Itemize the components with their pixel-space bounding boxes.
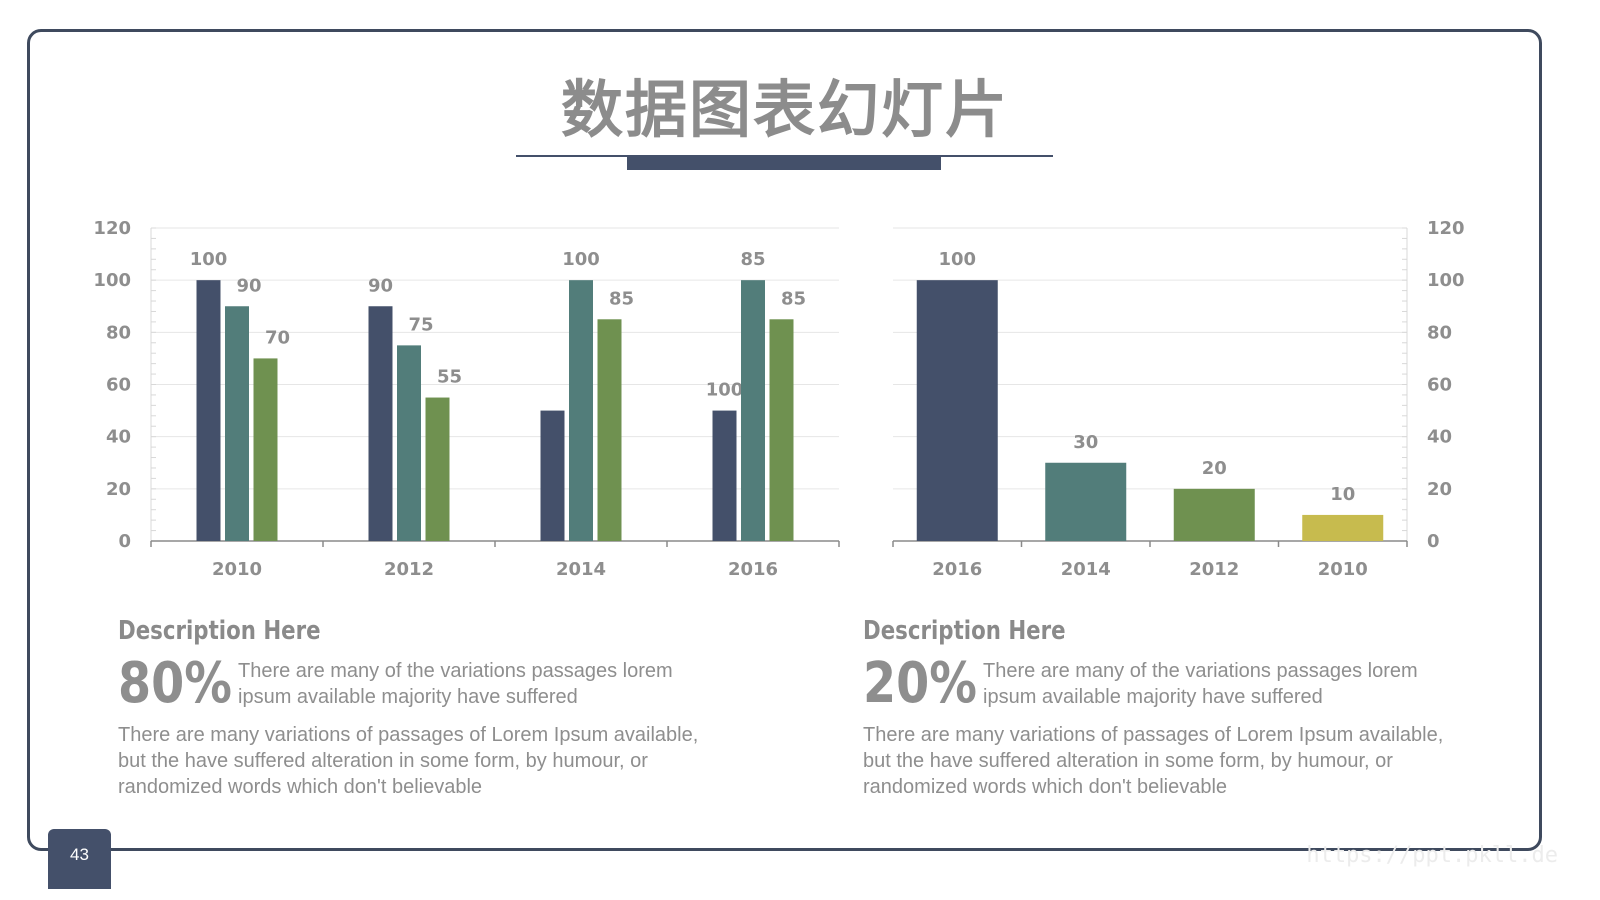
bar xyxy=(1302,514,1384,541)
x-tick-label: 2012 xyxy=(384,559,434,580)
percent-stat: 80% xyxy=(118,651,232,716)
x-tick-label: 2014 xyxy=(1061,559,1111,580)
data-label: 85 xyxy=(740,249,765,270)
y-tick-label: 40 xyxy=(106,427,131,448)
data-label: 10 xyxy=(1330,484,1355,505)
page-number: 43 xyxy=(48,829,111,889)
description-heading: Description Here xyxy=(118,616,321,646)
y-tick-label: 80 xyxy=(106,322,131,343)
grouped-bar-chart: 0 20 40 60 80 100 120 2010 100 90 70 2012 90 75 55 2014… xyxy=(93,218,840,580)
data-label: 100 xyxy=(562,249,600,270)
data-label: 70 xyxy=(265,327,290,348)
bar xyxy=(225,306,249,541)
percent-stat: 20% xyxy=(863,651,977,716)
y-tick-label: 20 xyxy=(106,479,131,500)
slide-frame xyxy=(27,29,1542,851)
bar xyxy=(769,319,794,541)
bar xyxy=(540,410,565,541)
bar xyxy=(741,280,765,541)
data-label: 20 xyxy=(1202,458,1227,479)
watermark-text: https://ppt.pkll.de xyxy=(1306,843,1558,868)
data-label: 90 xyxy=(236,275,261,296)
data-label: 85 xyxy=(609,288,634,309)
x-tick-label: 2010 xyxy=(1318,559,1368,580)
y-tick-label: 20 xyxy=(1427,479,1452,500)
y-tick-label: 100 xyxy=(93,270,131,291)
x-tick-label: 2010 xyxy=(212,559,262,580)
description-heading: Description Here xyxy=(863,616,1066,646)
stat-caption: There are many of the variations passage… xyxy=(983,660,1418,708)
description-body: There are many variations of passages of… xyxy=(863,724,1444,798)
bar xyxy=(1173,488,1255,541)
slide-title: 数据图表幻灯片 xyxy=(560,73,1009,146)
y-tick-label: 60 xyxy=(106,375,131,396)
data-label: 85 xyxy=(781,288,806,309)
title-accent-bar xyxy=(627,157,941,170)
x-tick-label: 2016 xyxy=(932,559,982,580)
bar xyxy=(569,280,593,541)
y-tick-label: 0 xyxy=(1427,531,1440,552)
x-tick-label: 2014 xyxy=(556,559,606,580)
y-tick-label: 80 xyxy=(1427,322,1452,343)
data-label: 90 xyxy=(368,275,393,296)
x-tick-label: 2012 xyxy=(1189,559,1239,580)
data-label: 100 xyxy=(938,249,976,270)
description-body: There are many variations of passages of… xyxy=(118,724,699,798)
bar xyxy=(712,410,737,541)
y-tick-label: 60 xyxy=(1427,375,1452,396)
data-label: 75 xyxy=(408,314,433,335)
description-left: Description Here 80% There are many of t… xyxy=(118,616,718,800)
y-tick-label: 0 xyxy=(118,531,131,552)
data-label: 55 xyxy=(437,367,462,388)
bar xyxy=(597,319,622,541)
y-tick-label: 120 xyxy=(1427,218,1465,239)
bar xyxy=(425,397,450,541)
bar xyxy=(397,345,421,541)
stat-caption: There are many of the variations passage… xyxy=(238,660,673,708)
bar xyxy=(1045,462,1127,541)
y-tick-label: 40 xyxy=(1427,427,1452,448)
y-tick-label: 120 xyxy=(93,218,131,239)
bar xyxy=(368,306,393,541)
data-label: 100 xyxy=(706,380,744,401)
ranked-bar-chart: 0 20 40 60 80 100 120 2016 100 2014 30 2012 20 2010 10 xyxy=(892,218,1465,580)
description-right: Description Here 20% There are many of t… xyxy=(863,616,1463,800)
title-underline xyxy=(516,155,1053,157)
bar xyxy=(916,280,998,541)
x-tick-label: 2016 xyxy=(728,559,778,580)
bar xyxy=(196,280,221,541)
y-tick-label: 100 xyxy=(1427,270,1465,291)
bar xyxy=(253,358,278,541)
data-label: 30 xyxy=(1073,432,1098,453)
data-label: 100 xyxy=(190,249,228,270)
